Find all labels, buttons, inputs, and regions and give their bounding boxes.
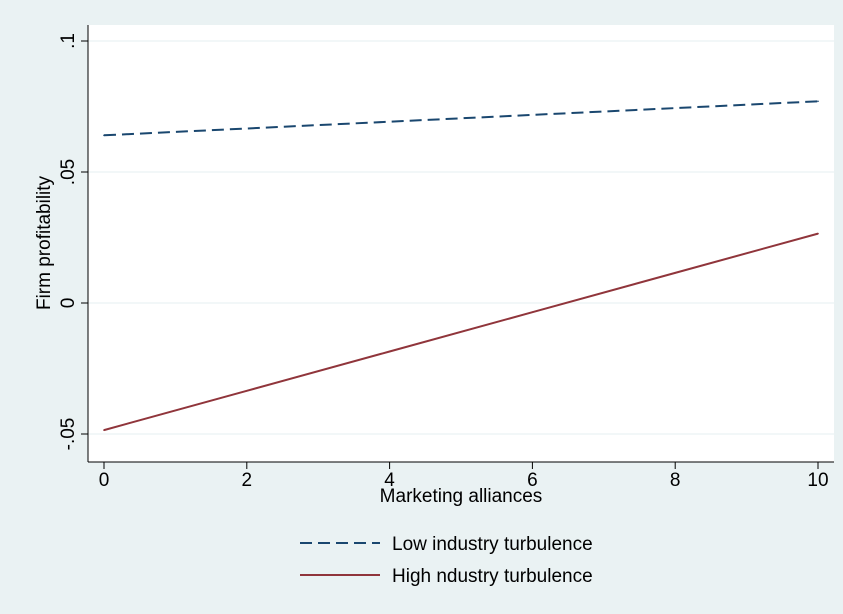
legend: Low industry turbulence High ndustry turb… — [300, 534, 593, 587]
series-1-point — [531, 311, 534, 313]
legend-label-0: Low industry turbulence — [392, 534, 593, 555]
series-line-1 — [103, 232, 819, 432]
x-ticks: 0 2 4 6 8 10 — [99, 462, 829, 491]
series-1-point — [817, 232, 819, 235]
x-axis-title: Marketing alliances — [380, 486, 543, 507]
series-1-point — [103, 429, 105, 431]
plot-background — [88, 25, 834, 462]
series-1-point — [674, 272, 676, 274]
y-tick-label: -.05 — [58, 418, 79, 451]
legend-label-1: High ndustry turbulence — [392, 566, 593, 587]
y-tick-label: .1 — [58, 33, 79, 49]
series-layer — [103, 100, 819, 432]
x-tick-label: 0 — [99, 470, 110, 491]
series-0-point — [103, 134, 105, 137]
series-0-point — [817, 100, 819, 103]
y-axis-title: Firm profitability — [34, 175, 55, 310]
x-tick-label: 10 — [807, 470, 828, 491]
series-1-point — [388, 350, 391, 353]
x-tick-label: 8 — [670, 470, 681, 491]
grid-lines — [88, 40, 834, 435]
series-1-point — [246, 389, 248, 392]
series-line-0 — [103, 100, 819, 137]
x-tick-label: 4 — [384, 470, 395, 491]
x-tick-label: 2 — [242, 470, 253, 491]
x-tick-label: 6 — [527, 470, 538, 491]
y-ticks: -.05 0 .05 .1 — [58, 33, 88, 450]
y-tick-label: 0 — [58, 298, 79, 309]
y-tick-label: .05 — [58, 159, 79, 185]
